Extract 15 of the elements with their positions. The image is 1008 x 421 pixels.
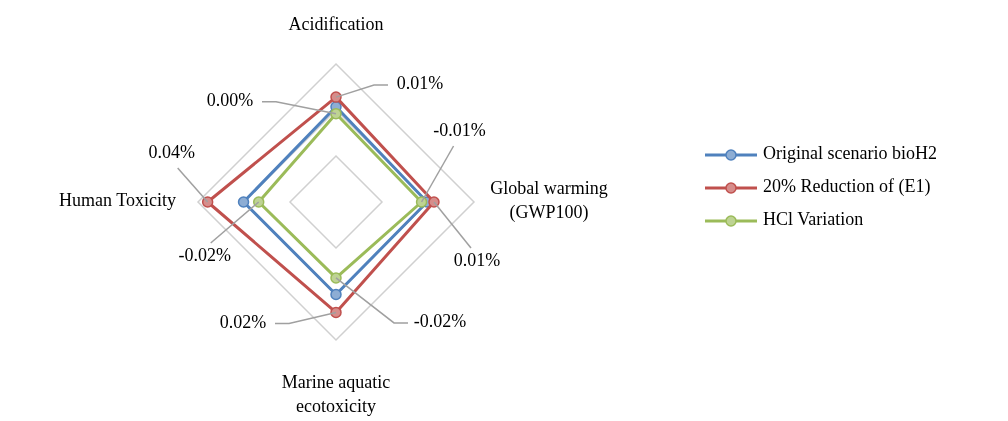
text: 0.02%: [219, 311, 267, 332]
text: 0.00%: [206, 89, 254, 110]
spoke-label: Marine aquatic ecotoxicity: [281, 372, 391, 417]
legend-label: Original scenario bioH2: [763, 143, 937, 164]
text: -0.02%: [178, 245, 231, 266]
text: -0.01%: [433, 120, 486, 141]
legend-label: HCl Variation: [763, 209, 864, 230]
text: -0.02%: [413, 311, 467, 332]
spoke-label: Acidification: [288, 14, 384, 35]
spoke-label: Global warming (GWP100): [490, 178, 608, 224]
spoke-label: Human Toxicity: [59, 190, 176, 211]
legend-label: 20% Reduction of (E1): [763, 176, 931, 198]
text: 0.04%: [148, 142, 195, 163]
text: 0.01%: [396, 73, 444, 94]
text: 0.01%: [453, 250, 501, 271]
